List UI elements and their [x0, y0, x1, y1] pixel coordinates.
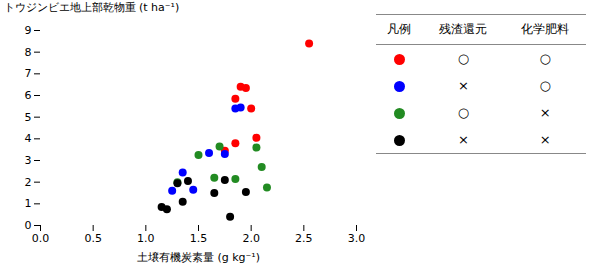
- svg-text:土壌有機炭素量 (g kg⁻¹): 土壌有機炭素量 (g kg⁻¹): [137, 251, 260, 263]
- svg-text:0.5: 0.5: [84, 232, 102, 245]
- svg-text:3: 3: [25, 154, 32, 167]
- svg-text:4: 4: [25, 132, 32, 145]
- svg-text:1.0: 1.0: [137, 232, 155, 245]
- html-text:化学肥料: 化学肥料: [521, 22, 570, 36]
- html-text:凡例: 凡例: [387, 22, 412, 36]
- html-text:残渣還元: 残渣還元: [439, 22, 488, 36]
- svg-text:5: 5: [25, 111, 32, 124]
- svg-text:2: 2: [25, 176, 32, 189]
- svg-text:3.0: 3.0: [348, 232, 366, 245]
- svg-text:1.5: 1.5: [190, 232, 208, 245]
- svg-text:6: 6: [25, 89, 32, 102]
- svg-text:8: 8: [25, 46, 32, 59]
- svg-text:0: 0: [25, 219, 32, 232]
- svg-text:トウジンビエ地上部乾物重 (t ha⁻¹): トウジンビエ地上部乾物重 (t ha⁻¹): [4, 1, 180, 14]
- svg-text:2.0: 2.0: [242, 232, 260, 245]
- svg-text:0.0: 0.0: [32, 232, 50, 245]
- svg-text:1: 1: [25, 197, 32, 210]
- svg-text:9: 9: [25, 24, 32, 37]
- svg-text:7: 7: [25, 67, 32, 80]
- svg-text:2.5: 2.5: [295, 232, 313, 245]
